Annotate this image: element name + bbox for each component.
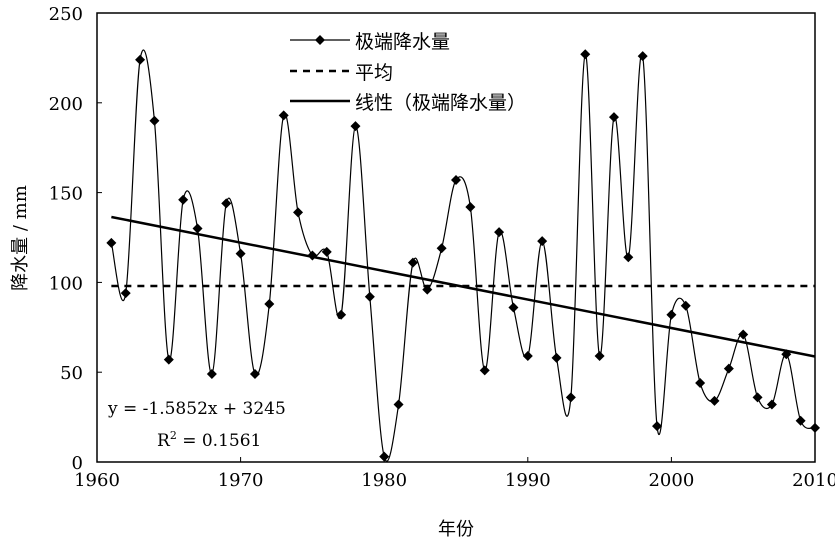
data-point-marker [278, 110, 289, 121]
y-axis-ticks: 0 50 100 150 200 250 [49, 4, 102, 474]
legend-label-mean: 平均 [355, 62, 393, 84]
data-point-marker [508, 302, 519, 313]
data-point-marker [494, 227, 505, 238]
data-point-marker [810, 422, 820, 433]
x-tick-label: 2010 [792, 470, 835, 491]
data-point-marker [149, 115, 160, 126]
x-tick-label: 1960 [74, 470, 120, 491]
data-point-marker [120, 288, 131, 299]
data-point-marker [637, 51, 648, 62]
data-point-marker [594, 351, 605, 362]
data-point-marker [551, 352, 562, 363]
r2-label: R2 = 0.1561 [157, 429, 261, 451]
series-curve [110, 49, 816, 462]
data-point-marker [680, 300, 691, 311]
data-point-marker [608, 112, 619, 123]
legend-diamond-icon [315, 35, 325, 45]
data-point-marker [766, 399, 777, 410]
data-point-marker [293, 207, 304, 218]
x-tick-label: 1970 [218, 470, 264, 491]
data-point-marker [723, 363, 734, 374]
data-point-marker [163, 354, 174, 365]
data-point-marker [465, 201, 476, 212]
data-point-marker [235, 248, 246, 259]
legend: 极端降水量 平均 线性（极端降水量） [290, 31, 526, 114]
data-point-marker [364, 291, 375, 302]
data-point-marker [752, 392, 763, 403]
data-point-marker [436, 243, 447, 254]
data-point-marker [738, 329, 749, 340]
y-tick-label: 0 [72, 453, 83, 474]
y-tick-label: 150 [49, 184, 83, 205]
data-point-marker [781, 349, 792, 360]
data-point-marker [623, 252, 634, 263]
data-point-marker [379, 451, 390, 462]
legend-label-trend: 线性（极端降水量） [355, 92, 526, 114]
data-point-marker [264, 298, 275, 309]
data-point-marker [192, 223, 203, 234]
y-tick-label: 50 [60, 363, 83, 384]
r2-prefix: R [157, 431, 171, 451]
data-point-marker [106, 237, 117, 248]
data-point-marker [709, 395, 720, 406]
data-point-marker [321, 246, 332, 257]
data-point-marker [336, 309, 347, 320]
data-point-marker [666, 309, 677, 320]
data-point-marker [795, 415, 806, 426]
data-point-marker [393, 399, 404, 410]
x-tick-label: 1980 [361, 470, 407, 491]
y-axis-title: 降水量 / mm [10, 185, 31, 291]
data-point-marker [580, 49, 591, 60]
data-point-marker [135, 54, 146, 65]
r2-sup: 2 [170, 429, 177, 442]
data-point-marker [206, 368, 217, 379]
x-tick-label: 1990 [505, 470, 551, 491]
x-tick-label: 2000 [648, 470, 694, 491]
x-axis-ticks: 1960 1970 1980 1990 2000 2010 [74, 457, 835, 491]
data-point-marker [221, 198, 232, 209]
legend-label-series: 极端降水量 [355, 31, 450, 53]
x-axis-title: 年份 [438, 519, 474, 540]
data-point-marker [451, 175, 461, 186]
data-point-marker [565, 392, 576, 403]
data-point-marker [537, 236, 548, 247]
data-point-marker [249, 368, 260, 379]
series-markers [106, 49, 820, 462]
data-point-marker [350, 121, 361, 132]
equation-label: y = -1.5852x + 3245 [107, 399, 286, 419]
y-tick-label: 250 [49, 4, 83, 25]
data-point-marker [422, 284, 433, 295]
data-point-marker [178, 194, 189, 205]
trend-line [111, 215, 816, 358]
r2-value: = 0.1561 [177, 431, 262, 451]
data-point-marker [652, 421, 663, 432]
y-tick-label: 100 [49, 273, 83, 294]
plot-area [96, 12, 816, 463]
data-point-marker [479, 365, 490, 376]
data-point-marker [407, 257, 418, 268]
data-point-marker [522, 351, 533, 362]
data-point-marker [695, 377, 706, 388]
y-tick-label: 200 [49, 94, 83, 115]
data-point-marker [307, 250, 318, 261]
